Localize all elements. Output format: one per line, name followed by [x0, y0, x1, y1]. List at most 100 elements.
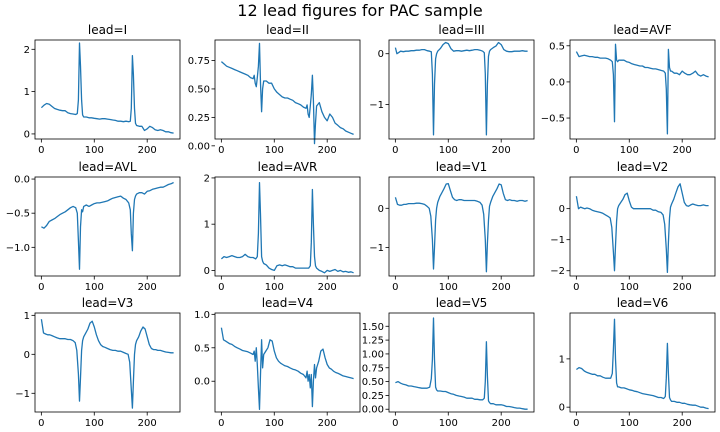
- y-tick-label: 2: [24, 45, 30, 56]
- x-tick-label: 100: [265, 418, 284, 429]
- panel-title: lead=I: [88, 23, 127, 37]
- x-tick-label: 0: [392, 282, 398, 293]
- panel-title: lead=V3: [82, 296, 134, 310]
- x-tick-label: 0: [573, 145, 579, 156]
- series-line: [575, 43, 709, 135]
- series-line: [220, 181, 354, 274]
- axes-frame: [569, 312, 716, 413]
- axes-frame: [214, 312, 361, 413]
- x-tick-label: 0: [573, 418, 579, 429]
- y-tick-label: 1: [204, 220, 210, 231]
- series-line: [220, 42, 354, 145]
- y-tick-label: −1: [369, 100, 384, 111]
- panel-avr: lead=AVR 0 100 200 0 1 2: [204, 160, 361, 293]
- y-tick-label: −1.0: [6, 243, 30, 254]
- series-line: [394, 183, 528, 273]
- axes-frame: [388, 312, 535, 413]
- x-tick-label: 0: [38, 282, 44, 293]
- panel-ii: lead=II 0 100 200 0.00 0.25 0.50 0.75: [188, 23, 361, 156]
- x-tick-label: 200: [138, 282, 157, 293]
- x-tick-label: 100: [85, 418, 104, 429]
- y-tick-label: 1.0: [194, 310, 210, 321]
- x-tick-label: 100: [85, 282, 104, 293]
- panel-v2: lead=V2 0 100 200 −2 −1 0: [550, 160, 716, 293]
- y-tick-label: 0.50: [362, 377, 384, 388]
- y-tick-label: 0.75: [362, 363, 384, 374]
- y-tick-label: 1: [24, 311, 30, 322]
- panel-title: lead=AVR: [258, 160, 318, 174]
- axes-frame: [569, 176, 716, 277]
- panel-i: lead=I 0 100 200 0 1 2: [24, 23, 181, 156]
- x-tick-label: 0: [218, 282, 224, 293]
- y-tick-label: 2: [204, 173, 210, 184]
- y-tick-label: −0.5: [541, 114, 565, 125]
- y-tick-label: 0.5: [549, 41, 565, 52]
- x-tick-label: 0: [218, 145, 224, 156]
- y-tick-label: 1.25: [362, 336, 384, 347]
- axes-frame: [34, 39, 181, 140]
- y-tick-label: 1: [24, 87, 30, 98]
- y-tick-label: 1: [559, 354, 565, 365]
- y-tick-label: 0: [559, 403, 565, 414]
- x-tick-label: 200: [673, 145, 692, 156]
- y-tick-label: 0.0: [14, 175, 30, 186]
- x-tick-label: 100: [439, 145, 458, 156]
- x-tick-label: 100: [620, 282, 639, 293]
- panel-v6: lead=V6 0 100 200 0 1: [559, 296, 716, 429]
- y-tick-label: −1: [369, 243, 384, 254]
- axes-frame: [388, 39, 535, 140]
- x-tick-label: 200: [492, 418, 511, 429]
- panel-title: lead=V2: [617, 160, 669, 174]
- panel-title: lead=II: [266, 23, 309, 37]
- y-tick-label: −1: [15, 389, 30, 400]
- series-line: [220, 327, 354, 410]
- y-tick-label: 0: [378, 204, 384, 215]
- panel-title: lead=V4: [262, 296, 314, 310]
- x-tick-label: 200: [673, 418, 692, 429]
- y-tick-label: 1.50: [362, 322, 384, 333]
- y-tick-label: 0.00: [362, 405, 384, 416]
- panel-title: lead=AVL: [78, 160, 136, 174]
- x-tick-label: 100: [265, 282, 284, 293]
- x-tick-label: 0: [218, 418, 224, 429]
- panel-title: lead=AVF: [613, 23, 671, 37]
- x-tick-label: 200: [318, 282, 337, 293]
- panel-v5: lead=V5 0 100 200 0.00 0.25 0.50 0.75 1.00 1.25 1.…: [362, 296, 535, 429]
- panel-v1: lead=V1 0 100 200 −1 0: [369, 160, 535, 293]
- x-tick-label: 100: [439, 282, 458, 293]
- y-tick-label: 0.25: [188, 113, 210, 124]
- x-tick-label: 200: [138, 145, 157, 156]
- axes-frame: [214, 176, 361, 277]
- y-tick-label: 1.00: [362, 349, 384, 360]
- x-tick-label: 200: [318, 418, 337, 429]
- axes-frame: [214, 39, 361, 140]
- axes-frame: [569, 39, 716, 140]
- y-tick-label: 0: [559, 204, 565, 215]
- x-tick-label: 100: [265, 145, 284, 156]
- panel-title: lead=III: [438, 23, 484, 37]
- x-tick-label: 100: [620, 145, 639, 156]
- y-tick-label: 0: [24, 129, 30, 140]
- x-tick-label: 100: [439, 418, 458, 429]
- y-tick-label: 0: [378, 49, 384, 60]
- x-tick-label: 200: [138, 418, 157, 429]
- y-tick-label: 0: [204, 266, 210, 277]
- x-tick-label: 100: [620, 418, 639, 429]
- axes-frame: [34, 176, 181, 277]
- x-tick-label: 200: [318, 145, 337, 156]
- y-tick-label: 0.75: [188, 56, 210, 67]
- x-tick-label: 0: [392, 145, 398, 156]
- y-tick-label: 0.00: [188, 141, 210, 152]
- series-line: [576, 318, 709, 410]
- panel-avl: lead=AVL 0 100 200 −1.0 −0.5 0.0: [6, 160, 181, 293]
- panel-title: lead=V1: [436, 160, 488, 174]
- x-tick-label: 0: [38, 145, 44, 156]
- x-tick-label: 0: [392, 418, 398, 429]
- x-tick-label: 0: [573, 282, 579, 293]
- axes-frame: [34, 312, 181, 413]
- y-tick-label: −2: [550, 266, 565, 277]
- series-line: [40, 319, 174, 409]
- y-tick-label: 0.0: [549, 77, 565, 88]
